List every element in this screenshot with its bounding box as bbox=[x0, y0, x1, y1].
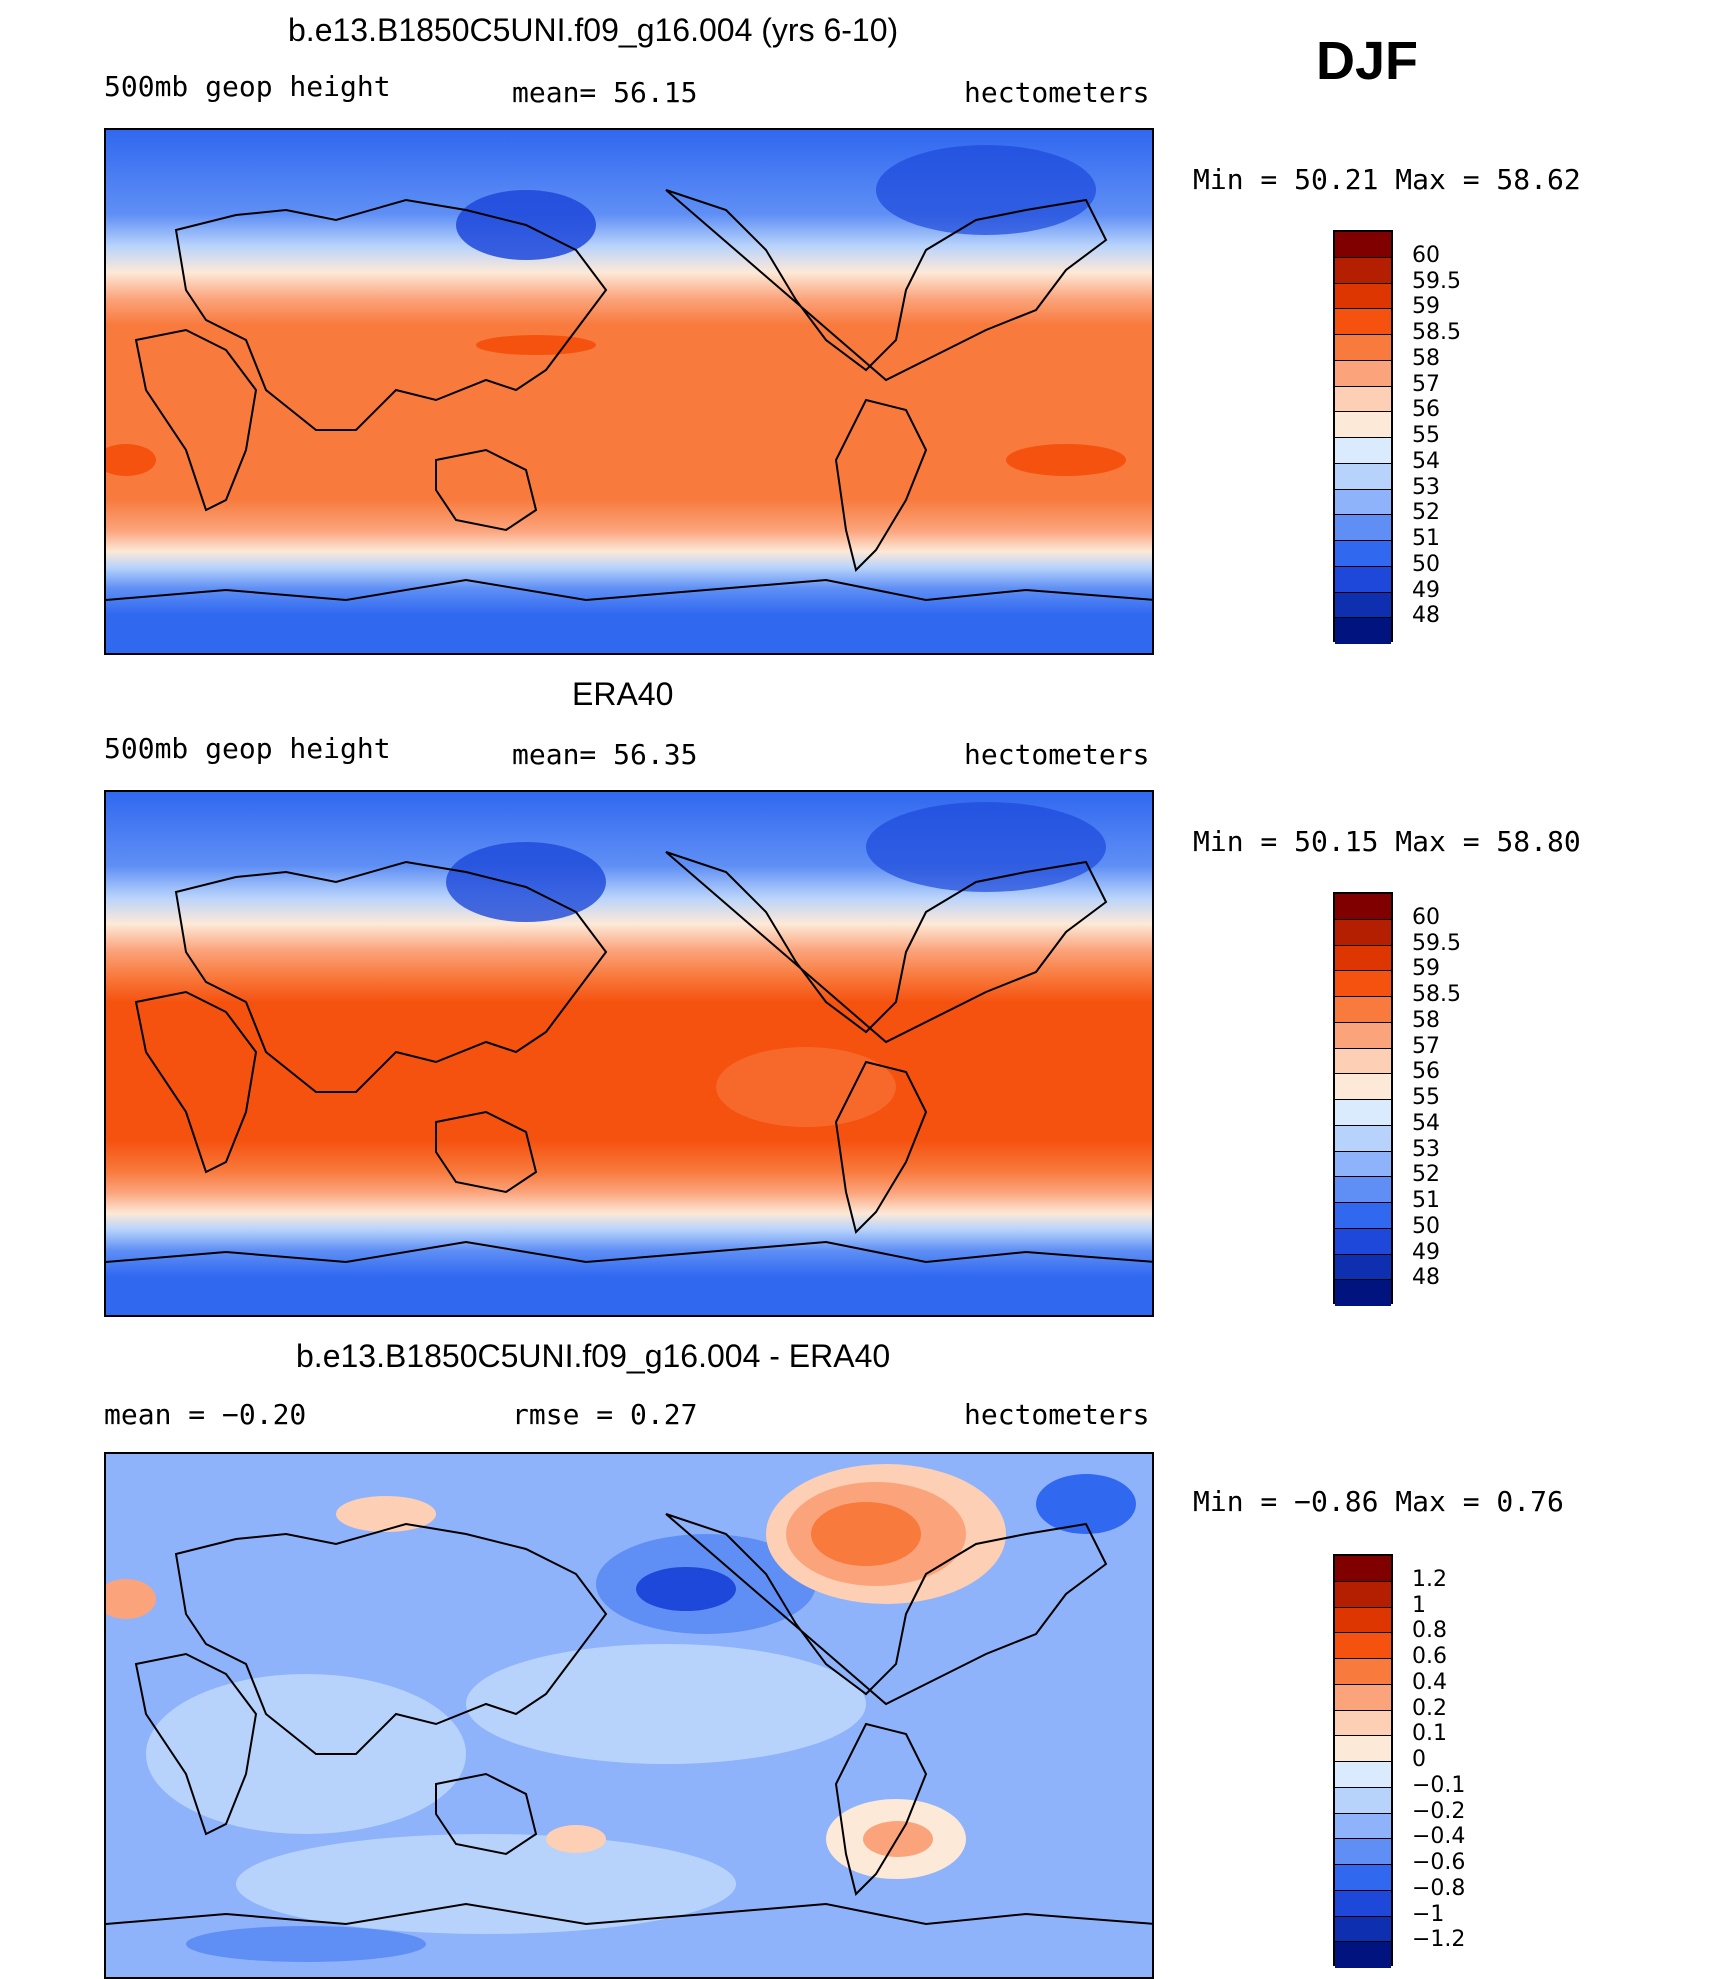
colorbar-2-tick-label: 58.5 bbox=[1412, 982, 1461, 1007]
colorbar-1-tick-label: 52 bbox=[1412, 500, 1440, 526]
panel-3-title: b.e13.B1850C5UNI.f09_g16.004 - ERA40 bbox=[296, 1338, 891, 1374]
colorbar-2-tick-label: 48 bbox=[1412, 1265, 1440, 1291]
panel-3-colorbar bbox=[1333, 1554, 1393, 1968]
panel-2-min-max: Min = 50.15 Max = 58.80 bbox=[1193, 825, 1581, 858]
colorbar-1-tick-label: 48 bbox=[1412, 603, 1440, 629]
colorbar-1-tick-label: 58.5 bbox=[1412, 320, 1461, 345]
colorbar-1-tick-label: 53 bbox=[1412, 474, 1440, 500]
colorbar-3-tick-label: 0.4 bbox=[1412, 1669, 1447, 1695]
panel-2-colorbar bbox=[1333, 892, 1393, 1306]
panel-2-units-label: hectometers bbox=[964, 738, 1150, 771]
colorbar-3-tick-label: 0.8 bbox=[1412, 1618, 1447, 1644]
season-label: DJF bbox=[1316, 31, 1419, 91]
colorbar-2-tick-label: 59.5 bbox=[1412, 930, 1461, 956]
panel-1-title: b.e13.B1850C5UNI.f09_g16.004 (yrs 6-10) bbox=[288, 12, 899, 48]
colorbar-2-tick-label: 52 bbox=[1412, 1162, 1440, 1188]
colorbar-3-tick-label: 0.2 bbox=[1412, 1695, 1447, 1721]
colorbar-3-tick-label: 0.6 bbox=[1412, 1644, 1447, 1669]
panel-2-map bbox=[104, 790, 1154, 1317]
panel-2-title: ERA40 bbox=[572, 676, 674, 712]
panel-3-units-label: hectometers bbox=[964, 1398, 1150, 1431]
panel-1-variable-label: 500mb geop height bbox=[104, 70, 391, 103]
colorbar-1-tick-label: 59 bbox=[1412, 294, 1440, 320]
colorbar-1-tick-label: 59.5 bbox=[1412, 268, 1461, 294]
panel-1-map bbox=[104, 128, 1154, 655]
colorbar-2-tick-label: 57 bbox=[1412, 1033, 1440, 1059]
colorbar-2-tick-label: 59 bbox=[1412, 956, 1440, 982]
colorbar-1-tick-label: 51 bbox=[1412, 526, 1440, 551]
colorbar-1-tick-label: 57 bbox=[1412, 371, 1440, 397]
panel-1-colorbar bbox=[1333, 230, 1393, 644]
colorbar-1-tick-label: 60 bbox=[1412, 242, 1440, 268]
colorbar-1-tick-label: 56 bbox=[1412, 397, 1440, 423]
colorbar-3-tick-label: 0 bbox=[1412, 1747, 1426, 1772]
panel-2-mean-label: mean= 56.35 bbox=[512, 738, 698, 771]
colorbar-3-tick-label: 0.1 bbox=[1412, 1721, 1447, 1747]
colorbar-3-tick-label: −0.4 bbox=[1412, 1824, 1466, 1850]
colorbar-3-tick-label: 1 bbox=[1412, 1592, 1426, 1618]
colorbar-1-tick-label: 54 bbox=[1412, 448, 1440, 474]
colorbar-1-tick-label: 55 bbox=[1412, 423, 1440, 448]
colorbar-2-tick-label: 50 bbox=[1412, 1213, 1440, 1239]
colorbar-2-tick-label: 49 bbox=[1412, 1239, 1440, 1265]
colorbar-3-tick-label: −1.2 bbox=[1412, 1927, 1466, 1953]
colorbar-2-tick-label: 54 bbox=[1412, 1110, 1440, 1136]
colorbar-3-tick-label: −1 bbox=[1412, 1901, 1445, 1927]
colorbar-2-tick-label: 51 bbox=[1412, 1188, 1440, 1213]
panel-3-min-max: Min = −0.86 Max = 0.76 bbox=[1193, 1485, 1564, 1518]
panel-3-rmse-label: rmse = 0.27 bbox=[512, 1398, 698, 1431]
colorbar-2-tick-label: 58 bbox=[1412, 1007, 1440, 1033]
colorbar-1-tick-label: 58 bbox=[1412, 345, 1440, 371]
colorbar-2-tick-label: 53 bbox=[1412, 1136, 1440, 1162]
panel-1-min-max: Min = 50.21 Max = 58.62 bbox=[1193, 163, 1581, 196]
panel-2-variable-label: 500mb geop height bbox=[104, 732, 391, 765]
panel-3-mean-label: mean = −0.20 bbox=[104, 1398, 307, 1431]
panel-1-units-label: hectometers bbox=[964, 76, 1150, 109]
colorbar-3-tick-label: −0.2 bbox=[1412, 1798, 1466, 1824]
colorbar-3-tick-label: −0.8 bbox=[1412, 1875, 1466, 1901]
colorbar-2-tick-label: 55 bbox=[1412, 1085, 1440, 1110]
colorbar-3-tick-label: 1.2 bbox=[1412, 1566, 1447, 1592]
panel-1-mean-label: mean= 56.15 bbox=[512, 76, 698, 109]
colorbar-1-tick-label: 49 bbox=[1412, 577, 1440, 603]
panel-3-map bbox=[104, 1452, 1154, 1979]
colorbar-2-tick-label: 60 bbox=[1412, 904, 1440, 930]
colorbar-3-tick-label: −0.6 bbox=[1412, 1850, 1466, 1875]
colorbar-2-tick-label: 56 bbox=[1412, 1059, 1440, 1085]
colorbar-1-tick-label: 50 bbox=[1412, 551, 1440, 577]
colorbar-3-tick-label: −0.1 bbox=[1412, 1772, 1466, 1798]
